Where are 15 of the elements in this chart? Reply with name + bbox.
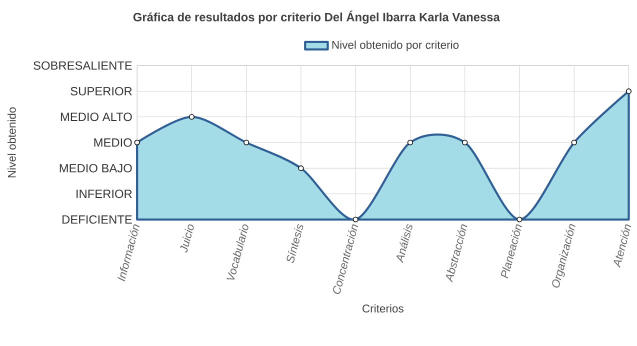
text: INFERIOR: [76, 190, 132, 198]
text: MEDIO: [94, 138, 132, 147]
x-tick-label: Síntesis: [286, 224, 304, 264]
x-tick-label: Juicio: [180, 224, 194, 253]
text: SUPERIOR: [70, 87, 132, 96]
text: MEDIO BAJO: [60, 164, 132, 173]
text: SOBRESALIENTE: [34, 61, 132, 70]
chart-title: Gráfica de resultados por criterio Del Ángel Ibarra Karla Vanessa: [133, 10, 500, 24]
x-tick-label: Análisis: [396, 224, 412, 264]
text: Nivel obtenido: [8, 108, 16, 178]
x-tick-label: Atención: [614, 224, 632, 268]
text: MEDIO ALTO: [60, 112, 132, 122]
text: DEFICIENTE: [62, 215, 132, 224]
x-axis-title: Criterios: [362, 304, 404, 313]
legend-label: Nivel obtenido por criterio: [332, 40, 459, 52]
